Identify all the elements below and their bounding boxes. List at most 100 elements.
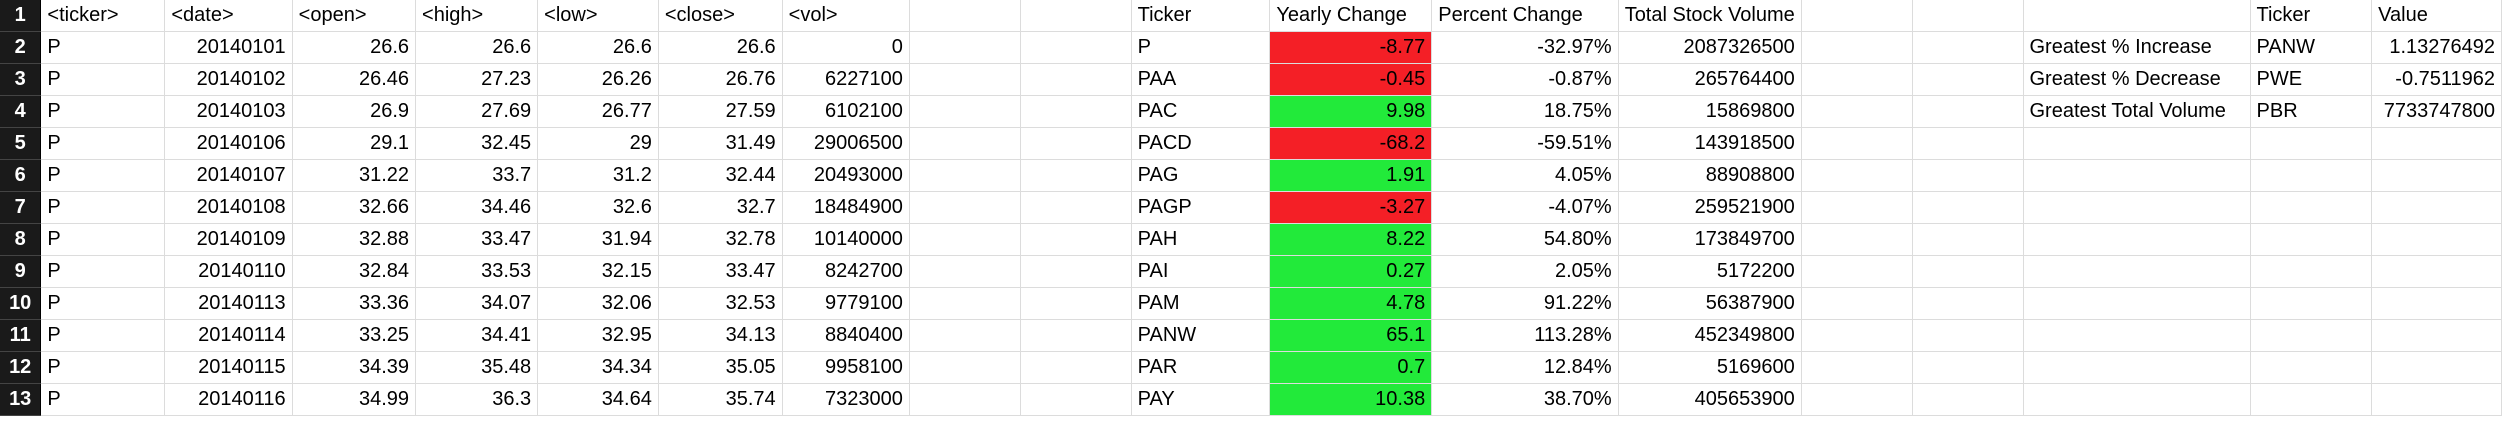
summary-cell[interactable]: 452349800 [1618,319,1802,352]
row-header[interactable]: 1 [0,0,42,32]
stock-cell[interactable]: 20140113 [164,287,293,320]
stock-cell[interactable]: 34.99 [292,383,417,416]
stock-cell[interactable]: P [40,383,166,416]
yearly-change-cell[interactable]: 0.27 [1269,255,1433,288]
stock-cell[interactable]: 34.39 [292,351,417,384]
stock-cell[interactable]: 8242700 [782,255,910,288]
summary-header-cell[interactable]: Yearly Change [1269,0,1433,32]
summary-cell[interactable]: 56387900 [1618,287,1802,320]
stock-cell[interactable]: 20140114 [164,319,293,352]
summary-cell[interactable]: P [1131,31,1271,64]
summary-cell[interactable]: PAI [1131,255,1271,288]
summary-cell[interactable]: 2.05% [1431,255,1619,288]
cell[interactable] [909,287,1021,320]
summary-cell[interactable]: 405653900 [1618,383,1802,416]
summary-header-cell[interactable]: Percent Change [1431,0,1619,32]
cell[interactable] [2250,127,2373,160]
summary-cell[interactable]: 91.22% [1431,287,1619,320]
greatest-cell[interactable]: 1.13276492 [2371,31,2502,64]
stock-cell[interactable]: 32.6 [537,191,659,224]
stock-cell[interactable]: 32.53 [658,287,783,320]
stock-cell[interactable]: 7323000 [782,383,910,416]
cell[interactable] [1912,159,2024,192]
summary-cell[interactable]: 54.80% [1431,223,1619,256]
cell[interactable] [1912,287,2024,320]
stock-cell[interactable]: 26.6 [292,31,417,64]
cell[interactable] [1912,191,2024,224]
stock-cell[interactable]: 31.2 [537,159,659,192]
cell[interactable] [2371,255,2502,288]
stock-cell[interactable]: P [40,127,166,160]
stock-cell[interactable]: 10140000 [782,223,910,256]
stock-cell[interactable]: P [40,31,166,64]
summary-cell[interactable]: 5169600 [1618,351,1802,384]
stock-cell[interactable]: P [40,95,166,128]
cell[interactable] [2023,0,2251,32]
cell[interactable] [1912,351,2024,384]
yearly-change-cell[interactable]: 9.98 [1269,95,1433,128]
cell[interactable] [1801,383,1913,416]
cell[interactable] [1912,0,2024,32]
cell[interactable] [2371,191,2502,224]
stock-cell[interactable]: 32.44 [658,159,783,192]
stock-cell[interactable]: P [40,223,166,256]
summary-cell[interactable]: PACD [1131,127,1271,160]
summary-cell[interactable]: PAR [1131,351,1271,384]
cell[interactable] [1801,287,1913,320]
summary-cell[interactable]: 15869800 [1618,95,1802,128]
cell[interactable] [1020,159,1132,192]
row-header[interactable]: 10 [0,287,42,320]
cell[interactable] [909,351,1021,384]
stock-cell[interactable]: P [40,287,166,320]
cell[interactable] [1912,255,2024,288]
summary-cell[interactable]: PAH [1131,223,1271,256]
cell[interactable] [909,95,1021,128]
cell[interactable] [909,31,1021,64]
yearly-change-cell[interactable]: 0.7 [1269,351,1433,384]
cell[interactable] [909,383,1021,416]
stock-cell[interactable]: 20140103 [164,95,293,128]
cell[interactable] [2023,159,2251,192]
summary-cell[interactable]: 12.84% [1431,351,1619,384]
cell[interactable] [1912,223,2024,256]
summary-cell[interactable]: -59.51% [1431,127,1619,160]
stock-cell[interactable]: 20140110 [164,255,293,288]
stock-cell[interactable]: 34.41 [415,319,539,352]
cell[interactable] [2023,223,2251,256]
column-header-cell[interactable]: <low> [537,0,659,32]
stock-cell[interactable]: 31.94 [537,223,659,256]
cell[interactable] [1801,351,1913,384]
stock-cell[interactable]: 26.76 [658,63,783,96]
column-header-cell[interactable]: <date> [164,0,293,32]
summary-header-cell[interactable]: Ticker [1131,0,1271,32]
stock-cell[interactable]: 8840400 [782,319,910,352]
stock-cell[interactable]: 26.9 [292,95,417,128]
stock-cell[interactable]: 26.46 [292,63,417,96]
stock-cell[interactable]: 6102100 [782,95,910,128]
row-header[interactable]: 13 [0,383,42,416]
greatest-cell[interactable]: Greatest % Decrease [2023,63,2251,96]
row-header[interactable]: 7 [0,191,42,224]
cell[interactable] [1020,95,1132,128]
cell[interactable] [2250,223,2373,256]
yearly-change-cell[interactable]: -3.27 [1269,191,1433,224]
summary-cell[interactable]: PANW [1131,319,1271,352]
stock-cell[interactable]: 35.05 [658,351,783,384]
cell[interactable] [1020,63,1132,96]
cell[interactable] [1020,319,1132,352]
cell[interactable] [1912,127,2024,160]
stock-cell[interactable]: 33.25 [292,319,417,352]
cell[interactable] [1801,0,1913,32]
stock-cell[interactable]: 31.22 [292,159,417,192]
cell[interactable] [1020,383,1132,416]
summary-cell[interactable]: 173849700 [1618,223,1802,256]
stock-cell[interactable]: 6227100 [782,63,910,96]
yearly-change-cell[interactable]: -68.2 [1269,127,1433,160]
stock-cell[interactable]: 36.3 [415,383,539,416]
row-header[interactable]: 4 [0,95,42,128]
cell[interactable] [1020,127,1132,160]
cell[interactable] [1801,319,1913,352]
cell[interactable] [1020,351,1132,384]
column-header-cell[interactable]: <high> [415,0,539,32]
cell[interactable] [1801,159,1913,192]
